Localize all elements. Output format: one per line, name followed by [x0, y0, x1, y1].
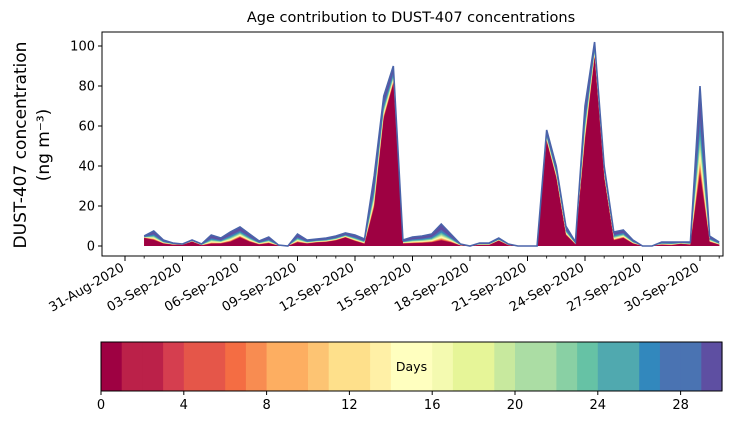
colorbar-level-9 [287, 342, 309, 391]
colorbar-level-29 [701, 342, 723, 391]
area-band-day-3 [144, 57, 720, 246]
colorbar-tick-label: 28 [672, 398, 689, 413]
y-axis: 0 20 40 60 80 100 [70, 40, 102, 255]
area-layers [144, 42, 720, 247]
y-axis-label-line1: DUST-407 concentration [11, 42, 31, 249]
y-tick-label: 40 [78, 160, 95, 175]
area-band-day-13 [144, 53, 720, 246]
area-band-day-12 [144, 53, 720, 247]
colorbar-tick-label: 4 [180, 398, 188, 413]
chart-title: Age contribution to DUST-407 concentrati… [247, 10, 575, 26]
colorbar-level-23 [577, 342, 599, 391]
y-tick-label: 100 [70, 40, 95, 55]
colorbar-level-10 [308, 342, 330, 391]
colorbar-level-20 [515, 342, 537, 391]
colorbar-level-15 [411, 342, 433, 391]
colorbar-tick-label: 16 [424, 398, 441, 413]
area-band-day-15 [144, 52, 720, 246]
area-band-day-10 [144, 54, 720, 246]
colorbar-level-26 [639, 342, 661, 391]
area-band-day-17 [144, 50, 720, 247]
x-axis: 31-Aug-202003-Sep-202006-Sep-202009-Sep-… [47, 256, 720, 316]
colorbar-level-21 [535, 342, 557, 391]
colorbar-level-6 [225, 342, 247, 391]
total-concentration-line [143, 41, 720, 247]
colorbar-level-8 [266, 342, 288, 391]
colorbar-tick-label: 20 [507, 398, 524, 413]
colorbar: Days 0 4 8 12 16 20 24 28 [97, 341, 723, 413]
colorbar-level-7 [245, 342, 268, 391]
colorbar-tick-label: 0 [97, 398, 105, 413]
colorbar-level-5 [204, 342, 226, 391]
colorbar-level-16 [432, 342, 454, 391]
y-tick-label: 20 [78, 200, 95, 215]
plot-frame [101, 31, 724, 257]
colorbar-level-2 [142, 342, 164, 391]
colorbar-tick-label: 24 [590, 398, 607, 413]
colorbar-level-3 [163, 342, 185, 391]
colorbar-level-12 [349, 342, 371, 391]
y-tick-label: 0 [87, 240, 95, 255]
colorbar-level-0 [101, 342, 123, 391]
area-band-day-8 [144, 55, 720, 247]
colorbar-frame [100, 341, 723, 392]
colorbar-tick-label: 12 [341, 398, 358, 413]
colorbar-level-22 [556, 342, 578, 391]
colorbar-level-11 [328, 342, 350, 391]
colorbar-level-24 [597, 342, 620, 391]
area-band-day-19 [144, 47, 720, 246]
area-band-day-16 [144, 51, 720, 246]
y-tick-label: 80 [78, 80, 95, 95]
area-band-day-4 [144, 57, 720, 247]
colorbar-level-28 [680, 342, 702, 391]
outline-layer [143, 41, 720, 247]
area-band-day-9 [144, 55, 720, 246]
y-axis-label: DUST-407 concentration (ng m⁻³) [11, 42, 54, 249]
colorbar-level-25 [618, 342, 640, 391]
area-band-day-1 [144, 58, 720, 246]
area-band-day-14 [144, 52, 720, 247]
area-band-day-6 [144, 56, 720, 247]
area-band-day-2 [144, 57, 720, 247]
area-band-day-7 [144, 56, 720, 246]
colorbar-level-4 [183, 342, 206, 391]
colorbar-level-14 [390, 342, 413, 391]
colorbar-level-18 [473, 342, 495, 391]
colorbar-tick-label: 8 [262, 398, 270, 413]
area-band-day-11 [144, 54, 720, 247]
area-band-day-20 [144, 42, 720, 246]
colorbar-level-13 [370, 342, 392, 391]
colorbar-label: Days [396, 359, 427, 374]
area-band-day-18 [144, 49, 720, 246]
area-band-day-0 [144, 58, 720, 246]
colorbar-level-17 [452, 342, 475, 391]
area-band-day-5 [144, 56, 720, 247]
colorbar-level-1 [121, 342, 143, 391]
colorbar-level-19 [494, 342, 516, 391]
colorbar-level-27 [659, 342, 682, 391]
y-tick-label: 60 [78, 120, 95, 135]
y-axis-label-line2: (ng m⁻³) [34, 109, 54, 182]
